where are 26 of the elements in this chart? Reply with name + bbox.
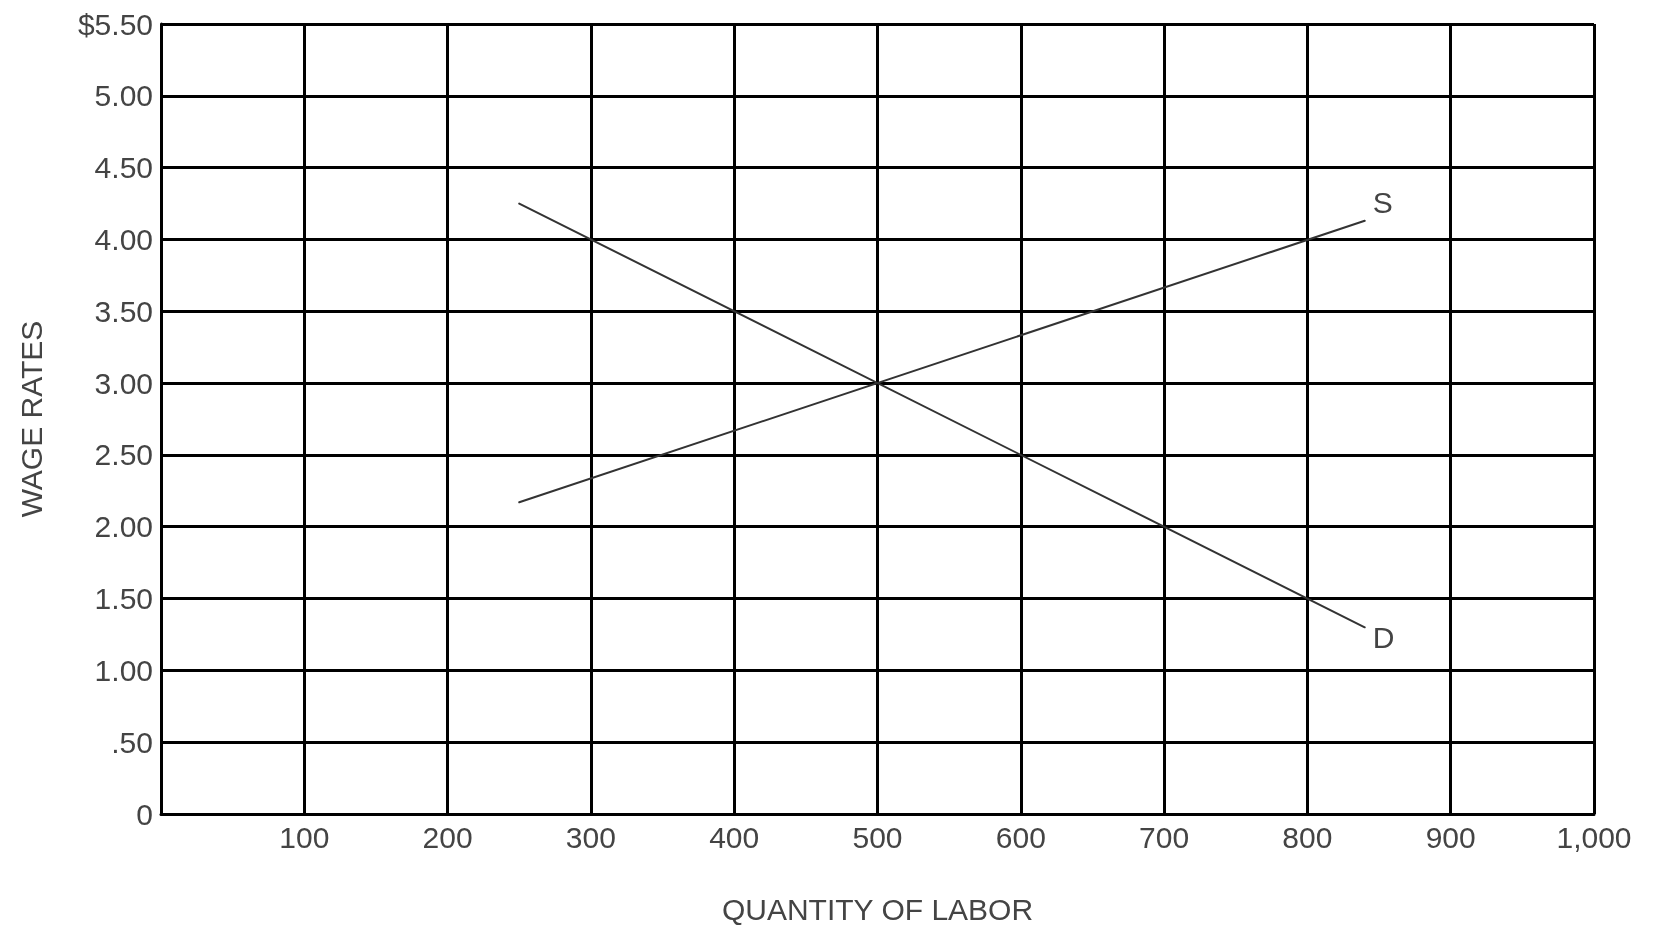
x-tick-label: 400 [709, 820, 760, 854]
y-tick-label: 2.00 [94, 510, 153, 544]
y-tick-label: 1.00 [94, 653, 153, 687]
x-tick-label: 700 [1139, 820, 1190, 854]
x-tick-label: 900 [1425, 820, 1476, 854]
x-tick-label: 500 [852, 820, 903, 854]
y-tick-label: 0 [136, 797, 153, 831]
x-axis-title: QUANTITY OF LABOR [721, 892, 1034, 926]
y-tick-label: .50 [111, 725, 153, 759]
x-tick-label: 200 [422, 820, 473, 854]
y-axis-title: WAGE RATES [14, 320, 48, 518]
y-tick-label: $5.50 [77, 7, 153, 41]
y-tick-label: 1.50 [94, 582, 153, 616]
y-tick-label: 4.00 [94, 222, 153, 256]
y-tick-label: 2.50 [94, 438, 153, 472]
y-tick-label: 3.00 [94, 366, 153, 400]
x-tick-label: 100 [279, 820, 330, 854]
y-tick-label: 4.50 [94, 151, 153, 185]
y-tick-label: 3.50 [94, 294, 153, 328]
y-tick-label: 5.00 [94, 79, 153, 113]
series-label: S [1372, 186, 1393, 220]
x-tick-label: 1,000 [1556, 820, 1632, 854]
series-label: D [1372, 620, 1395, 654]
x-tick-label: 600 [995, 820, 1046, 854]
x-tick-label: 300 [565, 820, 616, 854]
x-tick-label: 800 [1282, 820, 1333, 854]
